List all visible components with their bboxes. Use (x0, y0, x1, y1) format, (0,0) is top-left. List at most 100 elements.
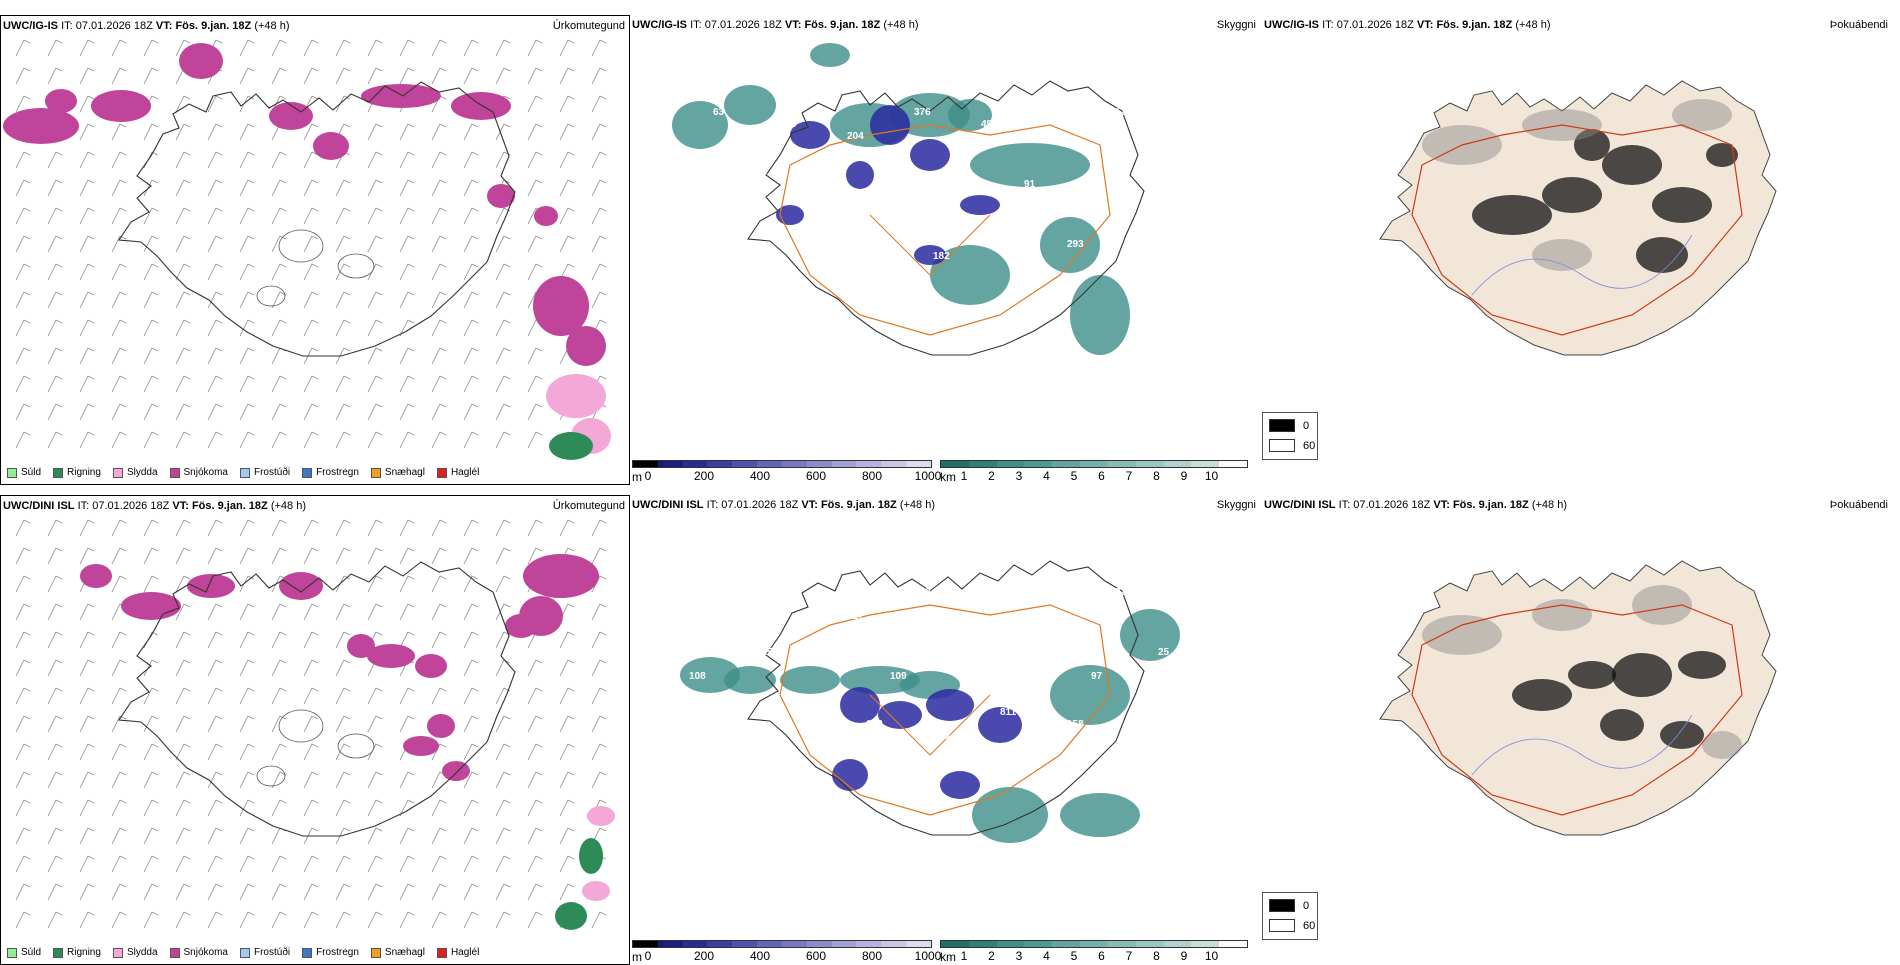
wind-barb (47, 347, 63, 365)
wind-barb (15, 743, 31, 761)
precip-area (587, 806, 615, 826)
precip-legend: Súld Rigning Slydda Snjókoma Frostúði Frostre… (7, 467, 479, 478)
legend-item: Snjókoma (169, 947, 228, 958)
wind-barb (591, 603, 607, 621)
fog-index-map (1379, 80, 1777, 356)
wind-barb (47, 291, 63, 309)
cloud-base-label: 91 (1024, 179, 1036, 190)
cloud-base-label: 690 (737, 539, 754, 550)
wind-barb (111, 263, 127, 281)
wind-barb (527, 123, 543, 141)
wind-barb (143, 715, 159, 733)
precip-area (45, 89, 77, 113)
wind-barb (431, 319, 447, 337)
wind-barb (591, 827, 607, 845)
wind-barb (15, 179, 31, 197)
legend-swatch (436, 947, 447, 958)
precip-area (367, 644, 415, 668)
wind-barb (175, 151, 191, 169)
km-tick: 3 (1015, 949, 1023, 963)
wind-barb (271, 67, 287, 85)
precip-area (534, 206, 558, 226)
legend-item: Snjókoma (169, 467, 228, 478)
wind-barb (47, 319, 63, 337)
wind-barb (79, 547, 95, 565)
wind-barb (527, 67, 543, 85)
wind-barb (207, 519, 223, 537)
legend-item: Frostúði (239, 947, 290, 958)
height-tick: 800 (861, 949, 883, 963)
wind-barb (527, 403, 543, 421)
fog-area (1612, 653, 1672, 697)
wind-barb (399, 235, 415, 253)
wind-barb (143, 207, 159, 225)
wind-barb (399, 855, 415, 873)
wind-barb (367, 883, 383, 901)
cloud-base-label: 110 (670, 527, 687, 538)
precip-area (555, 902, 587, 930)
wind-barb (143, 319, 159, 337)
wind-barb (335, 291, 351, 309)
cloud-base-label: 85 (981, 599, 993, 610)
wind-barb (335, 883, 351, 901)
cloud-base-label: 927 (847, 611, 864, 622)
glacier-outline (337, 733, 375, 759)
precip-area (549, 432, 593, 460)
wind-barb (47, 883, 63, 901)
wind-barb (335, 603, 351, 621)
legend-label: Súld (21, 947, 42, 958)
wind-barb (79, 715, 95, 733)
wind-barb (399, 347, 415, 365)
wind-barb (79, 431, 95, 449)
wind-barb (335, 547, 351, 565)
cloud-base-label: 109 (890, 671, 907, 682)
wind-barb (175, 95, 191, 113)
wind-barb (239, 575, 255, 593)
legend-label: Slydda (126, 947, 158, 958)
wind-barb (463, 431, 479, 449)
wind-barb (367, 207, 383, 225)
wind-barb (207, 235, 223, 253)
wind-barb (271, 547, 287, 565)
cloud-base-label: 92 (1091, 191, 1103, 202)
wind-barb (239, 743, 255, 761)
wind-barb (591, 687, 607, 705)
wind-barb (367, 547, 383, 565)
wind-barb (591, 519, 607, 537)
wind-barb (15, 827, 31, 845)
height-tick: 1000 (914, 949, 942, 963)
legend-label: Rigning (67, 947, 101, 958)
legend-item: Rigning (53, 947, 101, 958)
wind-barb (367, 603, 383, 621)
low-cloud-area (846, 161, 874, 189)
precip-area (403, 736, 439, 756)
wind-barb (367, 235, 383, 253)
legend-label: Súld (21, 467, 42, 478)
height-tick: 800 (861, 469, 883, 483)
cloud-base-label: 16 (957, 647, 969, 658)
wind-barb (271, 659, 287, 677)
wind-barb (303, 855, 319, 873)
wind-barb (559, 151, 575, 169)
wind-barb (15, 659, 31, 677)
wind-barb (367, 179, 383, 197)
cloud-area (1040, 217, 1100, 273)
wind-barb (335, 519, 351, 537)
legend-label: Snjókoma (183, 947, 228, 958)
wind-barb (495, 771, 511, 789)
low-cloud-area (840, 687, 880, 723)
wind-barb (175, 883, 191, 901)
cloud-base-label: 182 (933, 251, 950, 262)
wind-barb (15, 403, 31, 421)
precip-map (15, 519, 615, 930)
wind-barb (15, 431, 31, 449)
cloud-base-label: 105 (1139, 59, 1156, 70)
wind-barb (431, 911, 447, 929)
wind-barb (303, 151, 319, 169)
wind-barb (15, 235, 31, 253)
wind-barb (527, 855, 543, 873)
wind-barb (271, 263, 287, 281)
wind-barb (79, 743, 95, 761)
cloud-base-label: 25 (1158, 647, 1170, 658)
wind-barb (431, 263, 447, 281)
